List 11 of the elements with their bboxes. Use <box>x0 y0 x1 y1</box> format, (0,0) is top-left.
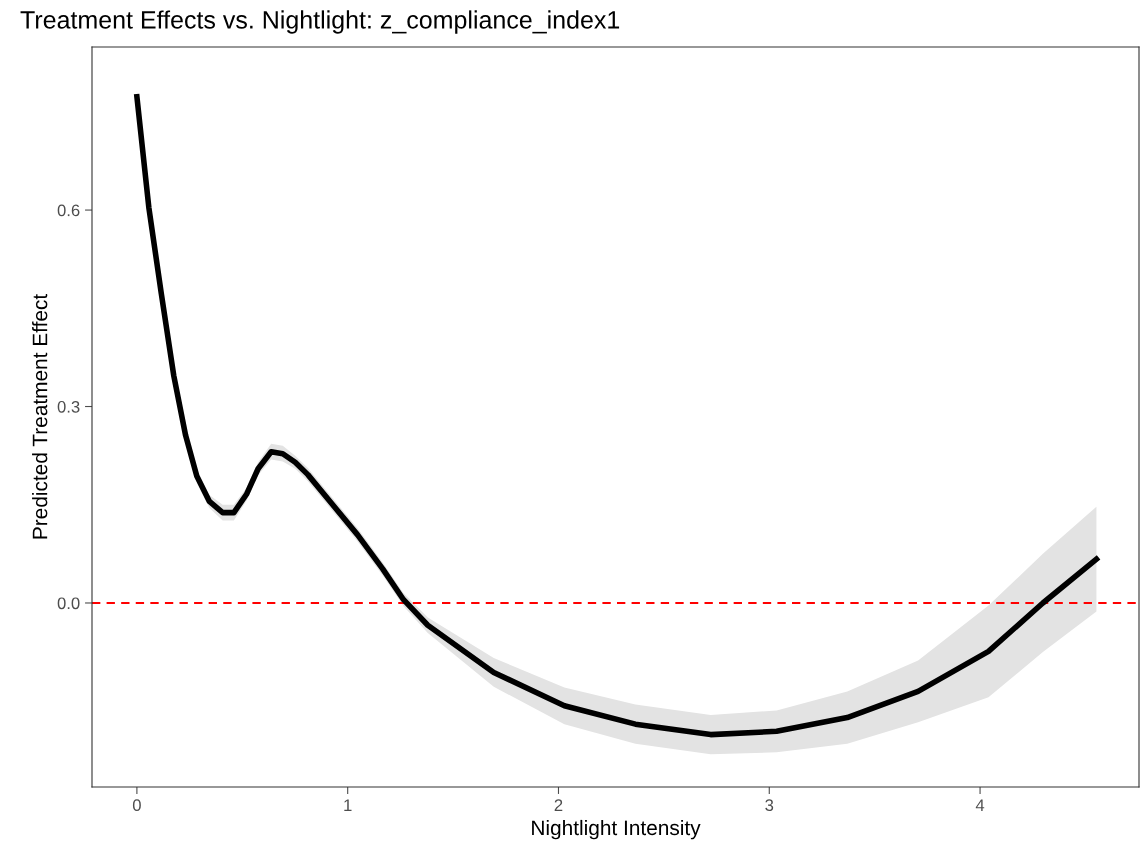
x-tick-label: 4 <box>975 799 985 811</box>
chart-title: Treatment Effects vs. Nightlight: z_compliance_index1 <box>20 10 620 34</box>
y-tick-label: 0.0 <box>57 597 80 610</box>
x-tick-label: 1 <box>344 799 352 811</box>
x-tick-label: 0 <box>132 799 141 812</box>
y-axis-title: Predicted Treatment Effect <box>32 294 48 539</box>
x-tick-label: 2 <box>554 799 563 811</box>
y-tick-label: 0.3 <box>57 400 80 413</box>
x-tick-label: 3 <box>765 799 774 812</box>
y-tick-label: 0.6 <box>57 204 80 217</box>
x-axis-title: Nightlight Intensity <box>532 819 701 840</box>
